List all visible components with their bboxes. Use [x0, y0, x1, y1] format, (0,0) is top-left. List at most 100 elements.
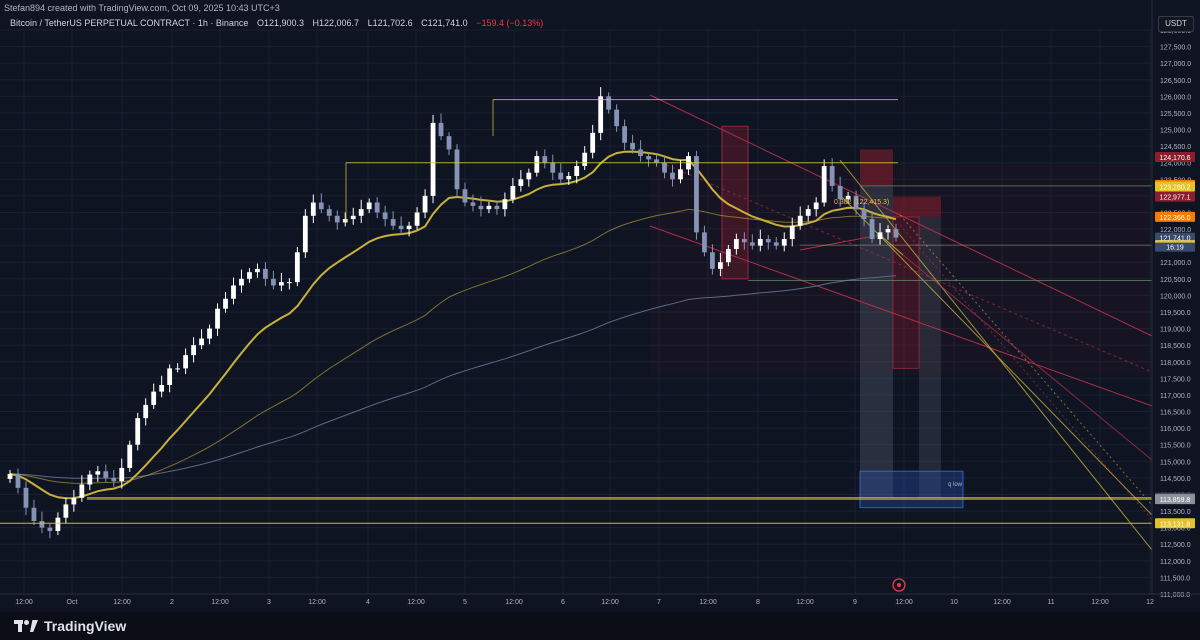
candle-body	[574, 166, 580, 176]
candle-body	[71, 497, 77, 505]
y-tick-label: 117,000.0	[1160, 393, 1191, 400]
brand-name: TradingView	[44, 618, 127, 634]
candle-body	[175, 368, 181, 370]
candle-body	[406, 225, 412, 230]
x-tick-label: 9	[853, 599, 857, 606]
y-tick-label: 117,500.0	[1160, 376, 1191, 383]
y-tick-label: 120,500.0	[1160, 277, 1191, 284]
candle-body	[342, 219, 348, 223]
price-label: 124,170.6	[1159, 155, 1190, 162]
candle-body	[606, 96, 612, 110]
y-tick-label: 124,500.0	[1160, 144, 1191, 151]
candle-body	[757, 239, 763, 246]
candle-body	[183, 355, 188, 369]
currency-badge[interactable]: USDT	[1158, 16, 1194, 32]
candle-body	[422, 195, 428, 213]
drawing-zones	[650, 125, 1150, 509]
time-axis: 12:00 Oct 12:00 2 12:00 3 12:00 4 12:00 5 12:00 6 12…	[0, 593, 1200, 606]
y-tick-label: 115,000.0	[1160, 459, 1191, 466]
y-tick-label: 113,500.0	[1160, 509, 1191, 516]
candle-body	[821, 166, 827, 203]
trendline	[839, 194, 1153, 516]
candle-body	[366, 202, 372, 210]
x-tick-label: 12:00	[113, 599, 131, 606]
candle-body	[454, 149, 460, 190]
candle-body	[271, 278, 276, 286]
price-labels: 124,170.6123,332.6123,280.2122,977.1122,…	[1155, 152, 1195, 529]
candle-body	[670, 172, 675, 180]
candle-body	[598, 96, 604, 133]
y-tick-label: 127,500.0	[1160, 45, 1191, 52]
x-tick-label: 12:00	[407, 599, 425, 606]
candle-body	[566, 175, 572, 180]
price-label-bg	[1155, 152, 1195, 163]
q-low-annotation: q low	[948, 482, 963, 488]
x-tick-label: 12	[1146, 599, 1154, 606]
y-tick-label: 125,500.0	[1160, 111, 1191, 118]
candle-body	[223, 298, 228, 309]
candle-body	[718, 262, 723, 269]
candle-body	[510, 185, 516, 200]
candle-body	[733, 239, 739, 249]
ohlc-change: −159.4 (−0.13%)	[476, 18, 544, 28]
x-tick-label: 12:00	[211, 599, 229, 606]
x-tick-label: 12:00	[15, 599, 33, 606]
candle-body	[885, 229, 891, 233]
trendline	[649, 157, 1153, 373]
x-tick-label: 5	[463, 599, 467, 606]
candle-body	[614, 109, 620, 127]
price-label: 122,366.0	[1159, 215, 1190, 222]
channel-fill	[650, 162, 1150, 376]
y-tick-label: 111,500.0	[1160, 575, 1190, 582]
candle-body	[55, 517, 61, 531]
stop-zone-1	[860, 149, 893, 186]
y-tick-label: 120,000.0	[1160, 293, 1191, 300]
trendline	[902, 254, 1153, 461]
demand-zone	[859, 470, 964, 509]
candle-body	[702, 232, 707, 253]
candle-body	[861, 209, 867, 220]
price-label-bg	[1155, 211, 1195, 222]
candle-body	[526, 172, 532, 180]
candle-body	[286, 282, 292, 284]
price-chart[interactable]: 111,000.0 111,500.0 112,000.0 112,500.0 113,…	[0, 0, 1200, 612]
candle-body	[255, 268, 260, 273]
y-tick-label: 119,500.0	[1160, 310, 1191, 317]
candle-body	[654, 159, 659, 163]
ohlc-close: C121,741.0	[421, 18, 468, 28]
candle-body	[749, 242, 755, 246]
candle-body	[486, 205, 492, 210]
candle-body	[95, 471, 101, 475]
symbol-title[interactable]: Bitcoin / TetherUS PERPETUAL CONTRACT · …	[10, 18, 249, 28]
candle-body	[334, 215, 340, 223]
candle-body	[103, 471, 109, 478]
candle-body	[278, 282, 284, 286]
y-tick-label: 116,500.0	[1160, 410, 1191, 417]
candle-body	[199, 338, 204, 346]
tradingview-logo[interactable]: TradingView	[14, 618, 126, 634]
candle-body	[231, 285, 236, 299]
ma-mid-line	[9, 208, 897, 484]
trendline	[649, 225, 1153, 407]
candle-body	[805, 209, 811, 216]
stop-zone-2	[893, 196, 941, 217]
price-label-bg	[1155, 518, 1195, 529]
price-label: 123,280.2	[1159, 185, 1190, 192]
candle-body	[710, 252, 715, 269]
candle-body	[414, 212, 420, 226]
candle-body	[853, 195, 859, 210]
alert-icon[interactable]	[892, 578, 906, 592]
candle-body	[215, 308, 220, 329]
candle-body	[39, 521, 45, 528]
candle-body	[390, 219, 396, 226]
candle-body	[23, 487, 29, 508]
candle-body	[350, 215, 356, 220]
y-tick-label: 118,500.0	[1160, 343, 1191, 350]
x-tick-label: 7	[657, 599, 661, 606]
x-tick-label: 12:00	[796, 599, 814, 606]
candle-body	[438, 122, 444, 137]
trendline	[799, 234, 881, 251]
y-tick-label: 124,000.0	[1160, 161, 1191, 168]
candle-body	[789, 225, 795, 240]
candle-body	[47, 527, 53, 531]
